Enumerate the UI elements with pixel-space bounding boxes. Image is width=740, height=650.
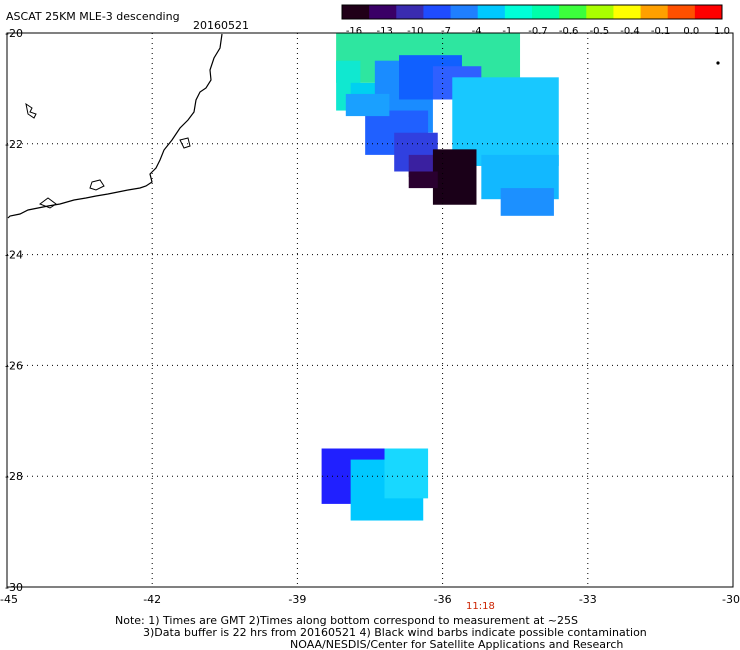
colorbar-segment bbox=[640, 5, 669, 19]
colorbar-segment bbox=[450, 5, 479, 19]
colorbar-frame bbox=[341, 4, 723, 20]
longitude-labels: -45 -42 -39 -36 -33 -30 bbox=[0, 593, 740, 606]
longitude-tick-label: -36 bbox=[434, 593, 452, 606]
coastline-lagoon-4 bbox=[38, 197, 57, 209]
wind-cell bbox=[345, 93, 390, 117]
coastline-lagoon-2 bbox=[179, 137, 191, 149]
island-dot bbox=[716, 61, 720, 65]
colorbar-segment bbox=[532, 5, 560, 19]
colorbar-tick-label: -4 bbox=[472, 26, 482, 37]
colorbar-tick-label: -0.5 bbox=[590, 26, 610, 37]
wind-cell bbox=[432, 149, 477, 205]
colorbar-segment bbox=[667, 5, 696, 19]
colorbar-tick-label: -0.1 bbox=[651, 26, 671, 37]
colorbar-segment bbox=[504, 5, 533, 19]
lat-lon-grid bbox=[6, 32, 734, 588]
coastline-lagoon-3 bbox=[89, 179, 105, 191]
longitude-tick-label: -42 bbox=[143, 593, 161, 606]
colorbar-tick-label: -7 bbox=[441, 26, 451, 37]
wind-cell bbox=[500, 188, 554, 216]
latitude-labels: -20 -22 -24 -26 -28 -30 bbox=[5, 27, 23, 594]
wind-cell bbox=[408, 171, 438, 189]
colorbar-segment bbox=[694, 5, 723, 19]
wind-data-cells bbox=[321, 33, 559, 521]
plot-frame bbox=[6, 32, 734, 588]
latitude-tick-label: -28 bbox=[5, 470, 23, 483]
latitude-tick-label: -22 bbox=[5, 138, 23, 151]
coastline bbox=[7, 33, 223, 219]
colorbar-segment bbox=[586, 5, 614, 19]
latitude-tick-label: -26 bbox=[5, 359, 23, 372]
colorbar-segment bbox=[342, 5, 370, 19]
colorbar-segment bbox=[477, 5, 506, 19]
longitude-tick-label: -45 bbox=[0, 593, 18, 606]
colorbar-segment bbox=[559, 5, 587, 19]
note-line-2: 3)Data buffer is 22 hrs from 20160521 4)… bbox=[143, 626, 647, 639]
colorbar-segment bbox=[613, 5, 642, 19]
wind-cell bbox=[384, 448, 429, 499]
note-line-1: Note: 1) Times are GMT 2)Times along bot… bbox=[115, 614, 578, 627]
longitude-tick-label: -30 bbox=[722, 593, 740, 606]
colorbar-segment bbox=[369, 5, 397, 19]
latitude-tick-label: -20 bbox=[5, 27, 23, 40]
colorbar-tick-label: -0.4 bbox=[620, 26, 640, 37]
latitude-tick-label: -24 bbox=[5, 249, 23, 262]
note-line-3: NOAA/NESDIS/Center for Satellite Applica… bbox=[290, 638, 623, 650]
colorbar-segment bbox=[423, 5, 452, 19]
colorbar-tick-label: -16 bbox=[346, 26, 362, 37]
pass-time-label: 11:18 bbox=[466, 601, 495, 612]
longitude-tick-label: -39 bbox=[288, 593, 306, 606]
colorbar-tick-label: -0.6 bbox=[559, 26, 579, 37]
colorbar-tick-label: 0.0 bbox=[683, 26, 699, 37]
colorbar-tick-label: -1 bbox=[502, 26, 512, 37]
colorbar-tick-label: -10 bbox=[407, 26, 423, 37]
longitude-tick-label: -33 bbox=[579, 593, 597, 606]
colorbar: -16 -13 -10 -7 -4 -1 -0.7 -0.6 -0.5 -0.4 -0.1 0.0 1.… bbox=[341, 4, 730, 37]
map-date: 20160521 bbox=[193, 19, 249, 32]
colorbar-tick-label: -13 bbox=[376, 26, 392, 37]
map-title: ASCAT 25KM MLE-3 descending bbox=[6, 10, 180, 23]
colorbar-tick-label: 1.0 bbox=[714, 26, 730, 37]
colorbar-segment bbox=[396, 5, 424, 19]
colorbar-tick-label: -0.7 bbox=[528, 26, 548, 37]
coastline-lagoon-1 bbox=[25, 102, 37, 119]
latitude-tick-label: -30 bbox=[5, 581, 23, 594]
